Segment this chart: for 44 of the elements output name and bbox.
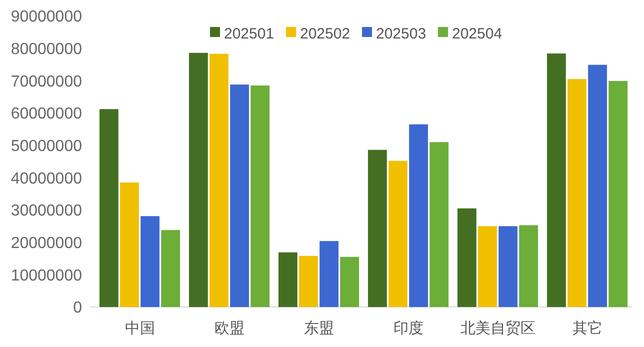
bar (278, 252, 298, 307)
bar (608, 80, 628, 307)
bar (120, 182, 139, 307)
bar (409, 124, 428, 307)
x-tick-label: 北美自贸区 (460, 320, 536, 337)
bar (161, 230, 180, 307)
y-tick-label: 20000000 (10, 234, 82, 252)
bar (519, 225, 538, 307)
y-tick-label: 0 (73, 300, 82, 317)
bar (299, 256, 318, 307)
bar (498, 226, 518, 307)
bar (588, 64, 607, 307)
legend-label: 202504 (452, 25, 502, 42)
x-tick-label: 欧盟 (214, 320, 244, 337)
bar (250, 86, 270, 307)
bar (210, 54, 228, 307)
bar (568, 79, 586, 307)
x-tick-label: 其它 (572, 320, 602, 337)
y-tick-label: 40000000 (10, 170, 82, 188)
bar (320, 241, 338, 307)
legend-label: 202501 (224, 25, 274, 42)
y-tick-label: 90000000 (10, 8, 82, 26)
x-tick-label: 东盟 (304, 320, 334, 337)
bar (230, 84, 249, 307)
y-tick-label: 80000000 (10, 40, 82, 58)
x-tick-label: 中国 (124, 320, 155, 337)
legend-label: 202502 (300, 25, 350, 42)
bar (368, 150, 387, 307)
bar (478, 226, 497, 307)
y-tick-label: 60000000 (10, 106, 82, 123)
y-tick-label: 30000000 (10, 202, 82, 220)
bar (140, 216, 160, 307)
y-tick-label: 70000000 (10, 73, 82, 90)
bar (99, 109, 118, 307)
bar (388, 160, 408, 307)
legend-label: 202503 (376, 25, 426, 42)
bar (546, 54, 566, 307)
y-tick-label: 50000000 (10, 138, 82, 155)
bar (340, 256, 360, 307)
bar (188, 52, 208, 307)
bar (457, 208, 476, 307)
bar (430, 142, 449, 307)
x-tick-label: 印度 (393, 320, 424, 337)
y-tick-label: 10000000 (10, 267, 82, 284)
